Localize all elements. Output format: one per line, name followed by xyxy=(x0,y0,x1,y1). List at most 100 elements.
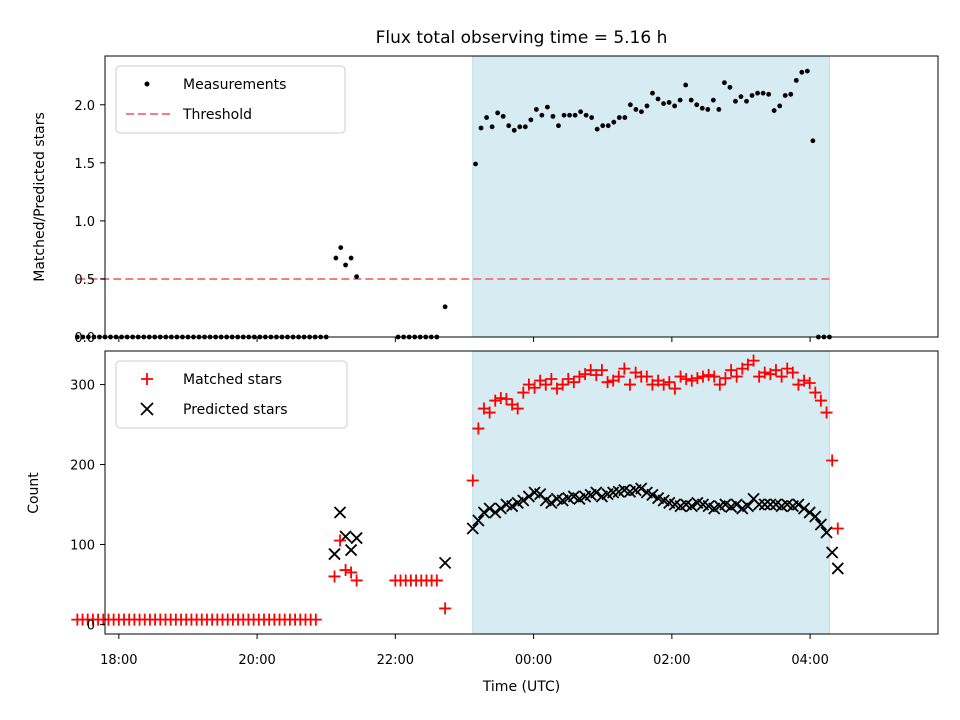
measurement-point xyxy=(622,115,628,120)
predicted-point xyxy=(438,556,452,569)
measurement-point xyxy=(473,161,478,167)
x-tick-label: 00:00 xyxy=(515,653,552,668)
predicted-point xyxy=(466,522,479,535)
predicted-point xyxy=(522,490,536,503)
measurement-point xyxy=(545,104,550,110)
top-y-tick-label: 1.0 xyxy=(74,215,95,230)
measurement-point xyxy=(733,98,738,104)
top-x-ticks xyxy=(118,337,811,342)
measurements-legend-label: Measurements xyxy=(183,77,286,93)
measurement-point xyxy=(80,334,86,340)
bottom-panel: 18:00 20:00 22:00 00:00 02:00 04:00 0 100 200 30… xyxy=(26,350,939,695)
predicted-point xyxy=(477,506,491,519)
measurement-point xyxy=(777,103,783,109)
measurement-point xyxy=(721,80,727,86)
predicted-legend-label: Predicted stars xyxy=(183,402,288,418)
measurement-point xyxy=(694,102,700,108)
matched-point xyxy=(350,574,363,587)
predicted-point xyxy=(758,498,771,511)
measurement-point xyxy=(727,84,733,90)
matched-point xyxy=(803,376,816,389)
predicted-point xyxy=(646,488,659,502)
bottom-y-axis-label: Count xyxy=(26,472,42,514)
measurement-point xyxy=(627,102,633,108)
measurement-point xyxy=(550,113,556,119)
predicted-point xyxy=(635,482,648,495)
matched-point xyxy=(623,378,636,391)
matched-point xyxy=(545,372,558,385)
top-y-ticks: 0.0 0.5 1.0 1.5 2.0 xyxy=(74,99,105,346)
x-axis-label: Time (UTC) xyxy=(482,679,560,695)
predicted-point xyxy=(483,502,496,515)
matched-point xyxy=(674,370,687,383)
predicted-point xyxy=(333,506,347,519)
predicted-point xyxy=(489,506,502,519)
matched-point xyxy=(713,378,726,391)
measurement-point xyxy=(771,108,777,113)
measurement-point xyxy=(91,334,97,340)
matched-point xyxy=(539,378,552,391)
measurement-point xyxy=(744,98,749,104)
x-tick-label: 18:00 xyxy=(100,653,137,668)
matched-point xyxy=(786,366,799,379)
measurement-point xyxy=(810,138,816,144)
matched-point xyxy=(472,422,485,435)
matched-point xyxy=(439,602,452,615)
predicted-point xyxy=(809,510,822,523)
matched-point xyxy=(612,370,625,383)
measurement-point xyxy=(561,112,567,118)
predicted-point xyxy=(328,547,341,561)
top-y-tick-label: 0.0 xyxy=(74,331,95,346)
predicted-point xyxy=(730,498,743,511)
measurement-point xyxy=(533,107,539,112)
matched-point xyxy=(691,372,704,385)
measurement-point xyxy=(528,117,534,123)
threshold-legend-label: Threshold xyxy=(182,107,252,123)
matched-legend-label: Matched stars xyxy=(183,372,282,388)
measurement-point xyxy=(511,127,517,133)
predicted-point xyxy=(494,502,507,515)
matched-point xyxy=(730,370,743,383)
measurement-point xyxy=(605,123,611,129)
measurement-point xyxy=(354,274,360,280)
matched-point xyxy=(430,574,443,587)
matched-point xyxy=(339,564,352,577)
measurement-point xyxy=(633,107,639,112)
bottom-y-ticks: 0 100 200 300 xyxy=(70,379,105,633)
matched-point xyxy=(685,374,698,387)
measurement-point xyxy=(738,94,744,100)
measurement-point xyxy=(677,97,683,103)
matched-point xyxy=(657,378,670,391)
measurement-point xyxy=(655,96,661,102)
chart-title: Flux total observing time = 5.16 h xyxy=(376,28,668,48)
measurement-point xyxy=(793,77,799,83)
predicted-point xyxy=(831,562,844,575)
measurement-point xyxy=(522,124,528,130)
predicted-point xyxy=(764,498,777,511)
measurement-point xyxy=(478,125,484,131)
measurement-point xyxy=(672,103,678,109)
top-legend: Measurements Threshold xyxy=(115,65,346,134)
x-tick-label: 22:00 xyxy=(377,653,414,668)
matched-point xyxy=(573,370,586,383)
top-y-tick-label: 0.5 xyxy=(74,273,95,288)
measurement-point xyxy=(616,115,622,120)
measurement-point xyxy=(500,113,506,119)
x-tick-label: 04:00 xyxy=(791,653,828,668)
measurement-point xyxy=(517,124,523,130)
bottom-legend: Matched stars Predicted stars xyxy=(115,360,348,429)
matched-point xyxy=(517,386,530,399)
matched-point xyxy=(747,354,760,367)
matched-point xyxy=(601,376,614,389)
measurement-point xyxy=(611,119,617,125)
measurement-point xyxy=(86,334,91,340)
measurement-point xyxy=(644,103,650,109)
matched-point xyxy=(708,370,721,383)
predicted-point xyxy=(741,499,755,513)
measurement-point xyxy=(788,91,794,97)
matched-point xyxy=(663,376,676,389)
matched-point xyxy=(814,394,827,407)
matched-point xyxy=(556,378,569,391)
measurement-point xyxy=(556,123,561,129)
matched-point xyxy=(345,566,358,579)
